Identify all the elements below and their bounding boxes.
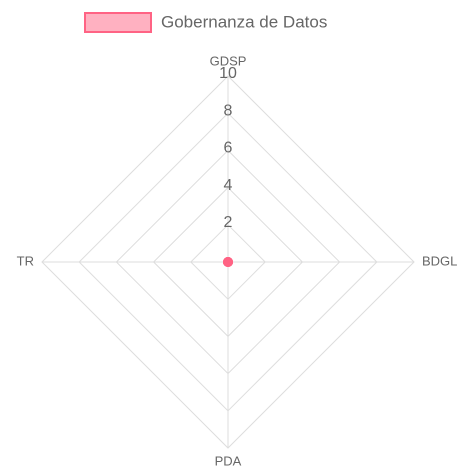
tick-label: 6 (224, 140, 233, 157)
legend-swatch (84, 12, 152, 33)
legend-label: Gobernanza de Datos (161, 12, 327, 31)
tick-label: 10 (219, 65, 237, 82)
tick-label: 8 (224, 102, 233, 119)
category-label: BDGL (422, 253, 457, 268)
data-point (223, 257, 233, 267)
category-label: GDSP (210, 53, 247, 68)
category-label: PDA (215, 453, 242, 468)
category-label: TR (17, 253, 34, 268)
tick-label: 4 (224, 177, 233, 194)
tick-label: 2 (224, 214, 233, 231)
